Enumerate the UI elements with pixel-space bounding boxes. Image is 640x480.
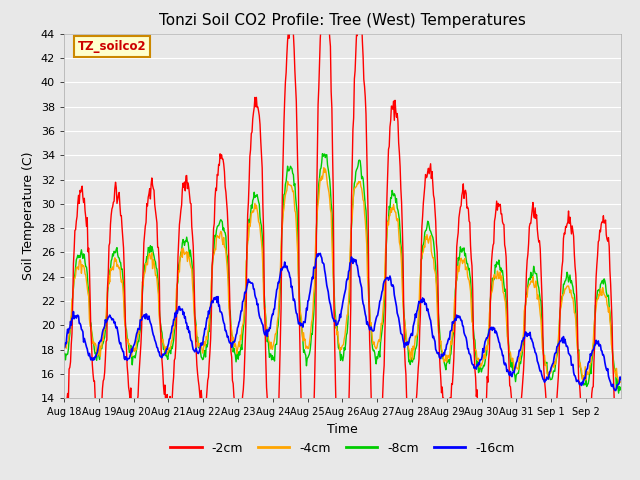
-4cm: [228, 327, 236, 333]
-16cm: [432, 347, 440, 352]
Line: -8cm: -8cm: [64, 154, 621, 393]
-2cm: [60, 410, 68, 416]
-2cm: [228, 354, 236, 360]
-16cm: [255, 312, 263, 318]
-8cm: [432, 263, 440, 269]
-4cm: [432, 272, 440, 277]
-2cm: [401, 361, 409, 367]
-16cm: [276, 271, 284, 277]
-16cm: [228, 344, 236, 350]
-8cm: [255, 201, 263, 207]
X-axis label: Time: Time: [327, 423, 358, 436]
-2cm: [433, 240, 440, 246]
Y-axis label: Soil Temperature (C): Soil Temperature (C): [22, 152, 35, 280]
-8cm: [401, 317, 408, 323]
-8cm: [125, 349, 133, 355]
Legend: -2cm, -4cm, -8cm, -16cm: -2cm, -4cm, -8cm, -16cm: [165, 437, 520, 460]
-2cm: [617, 436, 625, 442]
Line: -4cm: -4cm: [64, 168, 621, 383]
-4cm: [401, 317, 408, 323]
-4cm: [616, 380, 623, 386]
-8cm: [228, 332, 236, 337]
-16cm: [60, 345, 68, 351]
-4cm: [320, 165, 328, 170]
Line: -2cm: -2cm: [64, 0, 621, 480]
-4cm: [276, 267, 284, 273]
-16cm: [125, 356, 133, 361]
-16cm: [401, 345, 408, 350]
-4cm: [255, 220, 263, 226]
-16cm: [612, 388, 620, 394]
Text: TZ_soilco2: TZ_soilco2: [78, 40, 147, 53]
-8cm: [319, 151, 326, 156]
-16cm: [617, 376, 625, 382]
-8cm: [617, 384, 625, 390]
-4cm: [617, 379, 625, 385]
Title: Tonzi Soil CO2 Profile: Tree (West) Temperatures: Tonzi Soil CO2 Profile: Tree (West) Temp…: [159, 13, 526, 28]
-8cm: [615, 390, 623, 396]
-8cm: [60, 351, 68, 357]
Line: -16cm: -16cm: [64, 253, 621, 391]
-4cm: [60, 341, 68, 347]
-2cm: [125, 389, 133, 395]
-2cm: [255, 113, 263, 119]
-16cm: [316, 251, 324, 256]
-8cm: [276, 286, 284, 291]
-4cm: [125, 341, 133, 347]
-2cm: [276, 336, 284, 341]
